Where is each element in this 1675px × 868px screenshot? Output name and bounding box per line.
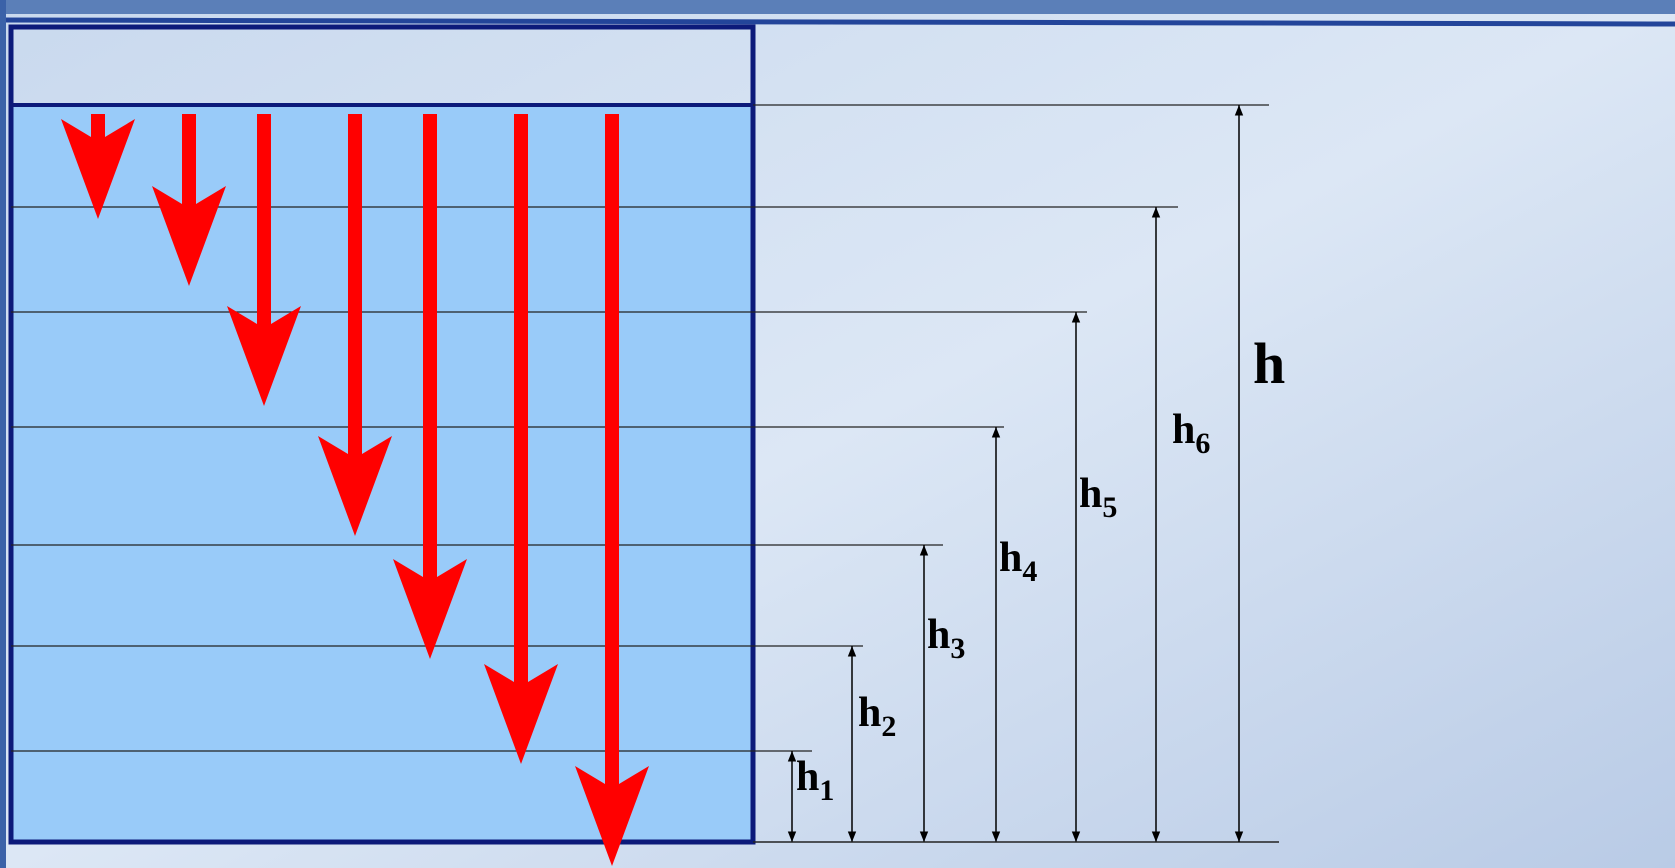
depth-letter: h <box>927 612 950 658</box>
depth-letter: h <box>1172 407 1195 453</box>
depth-index: 6 <box>1195 427 1210 460</box>
depth-letter: h <box>1079 471 1102 517</box>
depth-letter: h <box>999 535 1022 581</box>
depth-letter: h <box>796 754 819 800</box>
total-depth-label: h <box>1253 331 1285 396</box>
top-bar <box>0 0 1675 14</box>
depth-index: 4 <box>1022 555 1037 588</box>
diagram: h1h2h3h4h5h6h <box>0 0 1675 868</box>
depth-index: 3 <box>950 632 965 665</box>
liquid <box>11 105 753 842</box>
depth-index: 2 <box>881 710 896 743</box>
left-edge <box>0 0 6 868</box>
depth-index: 1 <box>819 774 834 807</box>
depth-letter: h <box>858 690 881 736</box>
depth-index: 5 <box>1102 491 1117 524</box>
page: h1h2h3h4h5h6h (() => { const data = JSON… <box>0 0 1675 868</box>
